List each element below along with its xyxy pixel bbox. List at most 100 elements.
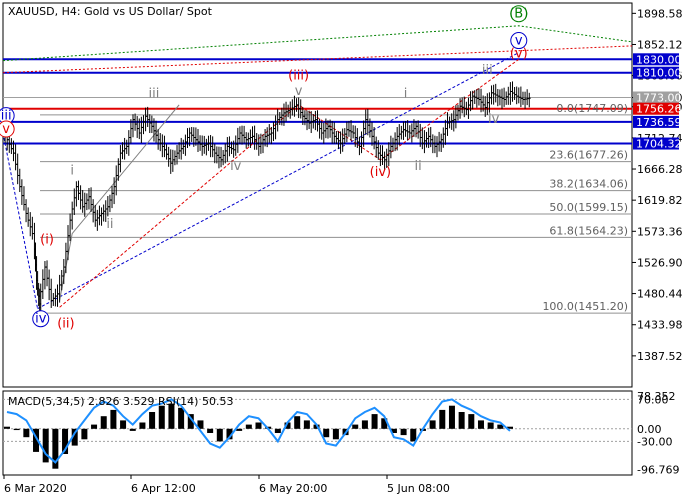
macd-hist-bar	[448, 405, 455, 429]
level-tag-label: 1736.59	[636, 116, 682, 129]
macd-hist-bar	[303, 420, 310, 429]
wave-label-circle	[510, 32, 528, 50]
macd-hist-bar	[274, 428, 281, 433]
macd-hist-bar	[207, 428, 214, 433]
level-tag-bg	[633, 115, 679, 128]
macd-hist-bar	[468, 414, 475, 429]
macd-hist-bar	[23, 428, 30, 438]
trend-line	[2, 25, 633, 62]
macd-hist-bar	[410, 428, 417, 442]
wave-label: iii	[482, 63, 493, 78]
macd-hist-bar	[197, 420, 204, 429]
trend-line	[2, 45, 633, 74]
wave-label-circle	[32, 310, 50, 328]
macd-hist-bar	[52, 428, 59, 469]
macd-hist-bar	[497, 424, 504, 429]
wave-label: i	[404, 87, 408, 102]
macd-hist-bar	[323, 428, 330, 438]
wave-label: iv	[488, 112, 500, 127]
macd-tick-label: 0.00	[637, 423, 662, 436]
fib-label: 100.0(1451.20)	[542, 300, 628, 313]
macd-hist-bar	[62, 428, 69, 454]
macd-hist-bar	[255, 422, 262, 429]
level-tag-bg	[633, 137, 679, 150]
macd-hist-bar	[439, 409, 446, 429]
price-tick-label: 1433.98	[637, 319, 683, 332]
trend-line	[59, 58, 520, 308]
fib-label: 23.6(1677.26)	[549, 149, 628, 162]
wave-label: iii	[1, 109, 12, 124]
macd-hist-bar	[487, 422, 494, 429]
wave-label: i	[70, 164, 74, 179]
wave-label: v	[515, 34, 523, 49]
wave-label: v	[2, 122, 10, 137]
macd-hist-bar	[91, 424, 98, 429]
fibonacci-layer: 0.0(1747.09) 23.6(1677.26) 38.2(1634.06) 50…	[40, 102, 632, 314]
price-layer	[1, 81, 531, 315]
macd-hist-bar	[245, 424, 252, 429]
wave-label: ii	[415, 159, 422, 174]
macd-tick-label: -96.769	[637, 463, 679, 476]
wave-label: ii	[106, 217, 113, 232]
macd-hist-bar	[158, 405, 165, 429]
macd-hist-bar	[294, 416, 301, 429]
price-tick-label: 1666.28	[637, 163, 683, 176]
macd-hist-bar	[81, 428, 88, 440]
trendline-layer	[2, 25, 633, 310]
macd-label: MACD(5,34,5) 2.826 3.529 RSI(14) 50.53	[8, 395, 233, 408]
macd-hist-bar	[371, 414, 378, 429]
main-plot-frame	[2, 2, 633, 388]
trend-line	[37, 52, 520, 310]
macd-hist-bar	[139, 422, 146, 429]
price-tick-label: 1480.44	[637, 288, 683, 301]
wave-label-circle	[0, 120, 15, 138]
wave-label: v	[295, 84, 303, 99]
macd-hist-bar	[361, 420, 368, 429]
time-tick-label: 6 May 20:00	[259, 482, 327, 495]
wave-label: (v)	[510, 46, 528, 61]
macd-hist-bar	[507, 426, 513, 429]
macd-hist-bar	[429, 420, 436, 429]
macd-hist-bar	[42, 428, 49, 463]
chart-title: XAUUSD, H4: Gold vs US Dollar/ Spot	[8, 5, 213, 18]
level-tag-bg	[633, 53, 679, 66]
level-tag-label: 1756.26	[636, 103, 682, 116]
level-tag-label: 1704.32	[636, 138, 682, 151]
macd-hist-bar	[236, 428, 243, 431]
macd-hist-bar	[352, 424, 359, 429]
macd-hist-bar	[187, 414, 194, 429]
price-tick-label: 1852.12	[637, 38, 683, 51]
fib-label: 0.0(1747.09)	[556, 102, 628, 115]
wave-label: iv	[35, 312, 47, 327]
wave-label: (iv)	[370, 165, 391, 180]
macd-hist-bar	[13, 428, 20, 431]
macd-hist-bar	[110, 409, 117, 429]
wave-label: (iii)	[288, 68, 309, 83]
level-tag-label: 1810.00	[636, 67, 682, 80]
macd-hist-bar	[381, 418, 388, 429]
price-tick-label: 1573.36	[637, 225, 683, 238]
level-tag-bg	[633, 91, 679, 104]
macd-hist-bar	[477, 420, 484, 429]
level-tag-label: 1773.00	[636, 92, 682, 105]
fib-label: 50.0(1599.15)	[549, 201, 628, 214]
price-tick-label: 1898.58	[637, 7, 683, 20]
macd-hist-bar	[168, 403, 175, 429]
macd-hist-bar	[129, 428, 136, 431]
macd-hist-bar	[100, 416, 107, 429]
macd-hist-bar	[226, 428, 233, 440]
level-tag-bg	[633, 102, 679, 115]
fib-label: 38.2(1634.06)	[549, 178, 628, 191]
macd-tick-label: 70.00	[637, 393, 669, 406]
macd-hist-bar	[120, 420, 127, 429]
macd-hist-bar	[458, 412, 465, 429]
level-tag-bg	[633, 66, 679, 79]
time-axis: 6 Mar 2020 6 Apr 12:00 6 May 20:00 5 Jun 08…	[3, 475, 450, 495]
macd-hist-bar	[284, 422, 291, 429]
macd-hist-bar	[332, 428, 339, 440]
wave-label: (i)	[40, 233, 54, 248]
fib-label: 61.8(1564.23)	[549, 224, 628, 237]
